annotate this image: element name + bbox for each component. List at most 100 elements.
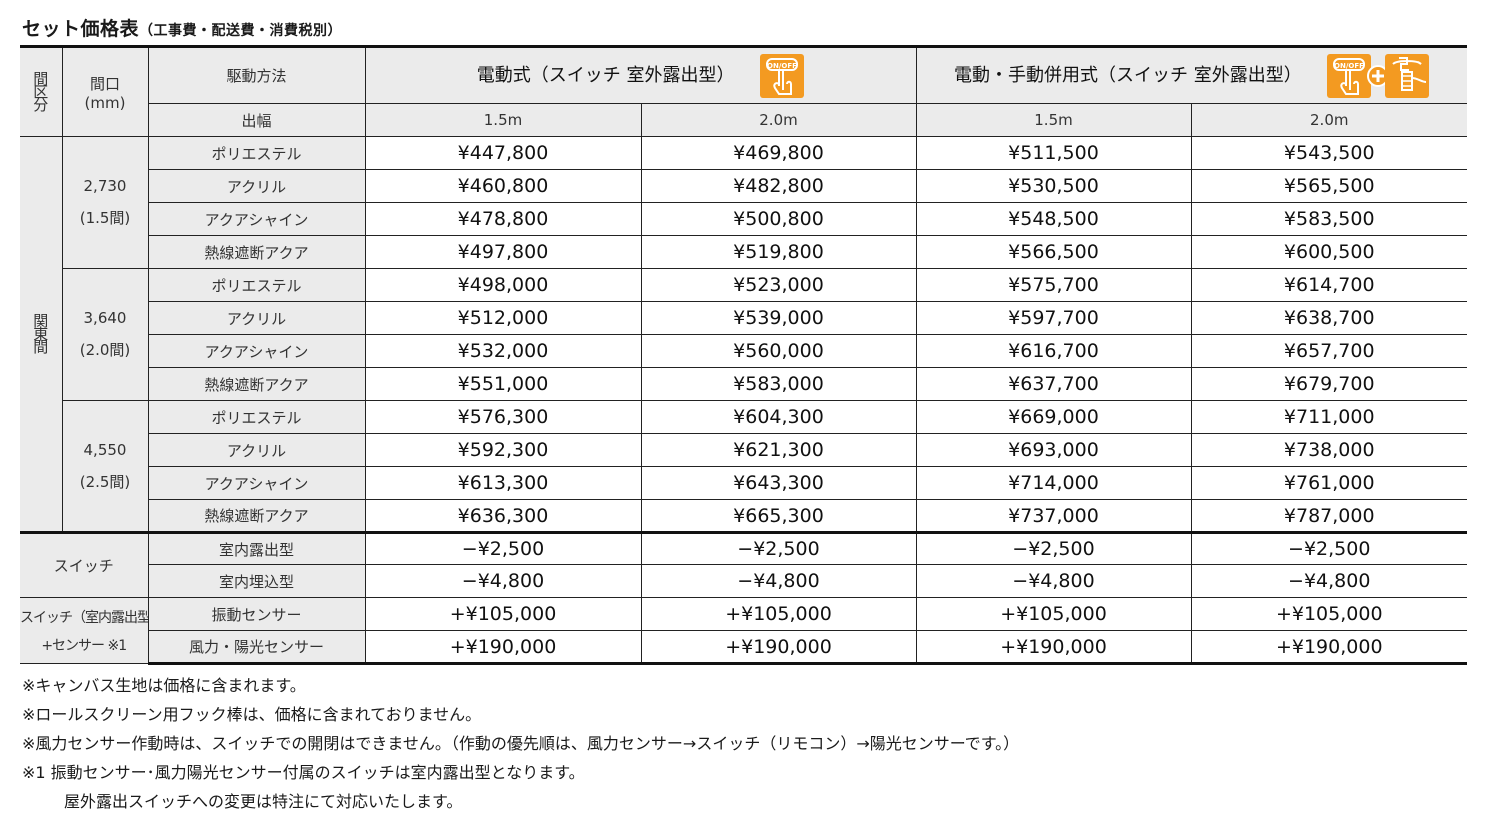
fabric-label: 熱線遮断アクア	[148, 367, 366, 401]
group-electric-header: 電動式（スイッチ 室外露出型） ON/OFF	[364, 45, 917, 104]
price-table: 間区分 間口 (mm) 駆動方法 電動式（スイッチ 室外露出型） ON/OFF 電…	[20, 45, 1467, 665]
table-row: 室内埋込型 −¥4,800 −¥4,800 −¥4,800 −¥4,800	[20, 564, 1467, 598]
price-cell: ¥523,000	[640, 268, 917, 302]
group-combined-header: 電動・手動併用式（スイッチ 室外露出型） ON/OFF	[915, 45, 1467, 104]
plus-icon	[1367, 64, 1390, 87]
price-cell: ¥469,800	[640, 136, 917, 170]
price-cell: +¥105,000	[640, 597, 917, 631]
fabric-label: ポリエステル	[147, 400, 366, 434]
price-cell: −¥4,800	[364, 564, 642, 598]
option-group-sensor: スイッチ（室内露出型）+センサー ※1	[20, 597, 149, 664]
price-cell: ¥643,300	[640, 466, 917, 500]
table-row: スイッチ（室内露出型）+センサー ※1 振動センサー +¥105,000 +¥1…	[20, 597, 1467, 664]
fabric-label: アクアシャイン	[148, 466, 366, 500]
table-row: 熱線遮断アクア ¥551,000 ¥583,000 ¥637,700 ¥679,…	[20, 367, 1467, 401]
price-cell: +¥105,000	[364, 597, 642, 631]
price-cell: ¥604,300	[640, 400, 917, 434]
table-row: アクリル ¥592,300 ¥621,300 ¥693,000 ¥738,000	[20, 433, 1467, 467]
table-row: アクアシャイン ¥532,000 ¥560,000 ¥616,700 ¥657,…	[20, 334, 1467, 368]
price-cell: ¥616,700	[915, 334, 1192, 368]
price-cell: ¥543,500	[1190, 136, 1467, 170]
price-cell: ¥693,000	[915, 433, 1192, 467]
width-cell: 2,730 (1.5間)	[61, 136, 149, 269]
section-header: 間区分	[20, 45, 63, 137]
price-cell: −¥2,500	[1190, 531, 1467, 565]
drive-header: 駆動方法	[147, 45, 366, 104]
price-cell: ¥787,000	[1190, 499, 1467, 533]
footnotes: ※キャンバス生地は価格に含まれます。 ※ロールスクリーン用フック棒は、価格に含ま…	[22, 671, 1019, 816]
option-group-switch: スイッチ	[20, 531, 149, 598]
price-cell: ¥761,000	[1190, 466, 1467, 500]
price-cell: ¥711,000	[1190, 400, 1467, 434]
price-cell: ¥511,500	[915, 136, 1192, 170]
price-cell: ¥583,500	[1190, 202, 1467, 236]
price-cell: ¥560,000	[640, 334, 917, 368]
price-cell: ¥539,000	[640, 301, 917, 335]
price-cell: +¥105,000	[915, 597, 1192, 631]
price-cell: ¥566,500	[915, 235, 1192, 269]
price-cell: ¥532,000	[364, 334, 642, 368]
fabric-label: 熱線遮断アクア	[148, 235, 366, 269]
manual-crank-icon	[1385, 53, 1430, 98]
price-cell: ¥519,800	[640, 235, 917, 269]
price-cell: ¥679,700	[1190, 367, 1467, 401]
price-cell: ¥575,700	[915, 268, 1192, 302]
size-header: 1.5m	[915, 103, 1192, 137]
price-cell: −¥2,500	[915, 531, 1192, 565]
price-cell: ¥614,700	[1190, 268, 1467, 302]
price-cell: ¥592,300	[364, 433, 642, 467]
table-row: 熱線遮断アクア ¥497,800 ¥519,800 ¥566,500 ¥600,…	[20, 235, 1467, 269]
footnote: ※1 振動センサー･風力陽光センサー付属のスイッチは室内露出型となります。	[22, 763, 585, 782]
price-cell: ¥551,000	[364, 367, 642, 401]
option-label: 室内埋込型	[148, 564, 366, 598]
fabric-label: アクリル	[148, 169, 366, 203]
title-main: セット価格表	[22, 18, 140, 40]
price-cell: ¥548,500	[915, 202, 1192, 236]
page-title: セット価格表（工事費・配送費・消費税別）	[22, 14, 342, 41]
price-cell: ¥447,800	[364, 136, 642, 170]
width-header: 間口 (mm)	[61, 45, 149, 137]
table-row: 3,640 (2.0間) ポリエステル ¥498,000 ¥523,000 ¥57…	[20, 268, 1467, 401]
size-header: 2.0m	[640, 103, 917, 137]
table-row: 熱線遮断アクア ¥636,300 ¥665,300 ¥737,000 ¥787,…	[20, 499, 1467, 533]
option-label: 室内露出型	[147, 531, 366, 565]
price-cell: ¥600,500	[1190, 235, 1467, 269]
footnote: 屋外露出スイッチへの変更は特注にて対応いたします。	[64, 792, 463, 811]
price-cell: −¥2,500	[364, 531, 642, 565]
fabric-label: アクアシャイン	[148, 334, 366, 368]
fabric-label: 熱線遮断アクア	[148, 499, 366, 533]
price-cell: −¥4,800	[915, 564, 1192, 598]
price-cell: ¥498,000	[364, 268, 642, 302]
combined-icons: ON/OFF	[1327, 53, 1430, 98]
price-cell: ¥669,000	[915, 400, 1192, 434]
fabric-label: アクアシャイン	[148, 202, 366, 236]
price-cell: ¥576,300	[364, 400, 642, 434]
price-cell: ¥482,800	[640, 169, 917, 203]
width-cell: 4,550 (2.5間)	[62, 400, 149, 533]
section-cell: 関東間	[20, 136, 63, 533]
price-cell: ¥500,800	[640, 202, 917, 236]
on-off-switch-icon: ON/OFF	[1327, 53, 1372, 98]
svg-text:ON/OFF: ON/OFF	[767, 62, 797, 70]
table-row: スイッチ 室内露出型 −¥2,500 −¥2,500 −¥2,500 −¥2,5…	[20, 531, 1467, 598]
price-cell: ¥637,700	[915, 367, 1192, 401]
price-cell: +¥190,000	[1190, 630, 1467, 665]
fabric-label: アクリル	[148, 433, 366, 467]
table-row: 関東間 2,730 (1.5間) ポリエステル ¥447,800 ¥469,800…	[20, 136, 1467, 533]
price-cell: ¥597,700	[915, 301, 1192, 335]
price-cell: ¥738,000	[1190, 433, 1467, 467]
price-cell: ¥512,000	[364, 301, 642, 335]
price-cell: +¥190,000	[364, 630, 642, 665]
price-cell: ¥565,500	[1190, 169, 1467, 203]
fabric-label: ポリエステル	[147, 136, 366, 170]
price-cell: ¥478,800	[364, 202, 642, 236]
price-cell: −¥4,800	[1190, 564, 1467, 598]
table-row: 4,550 (2.5間) ポリエステル ¥576,300 ¥604,300 ¥66…	[20, 400, 1467, 533]
table-row: アクリル ¥512,000 ¥539,000 ¥597,700 ¥638,700	[20, 301, 1467, 335]
table-row: アクアシャイン ¥613,300 ¥643,300 ¥714,000 ¥761,…	[20, 466, 1467, 500]
fabric-label: ポリエステル	[147, 268, 366, 302]
price-cell: ¥636,300	[364, 499, 642, 533]
price-cell: −¥2,500	[640, 531, 917, 565]
width-cell: 3,640 (2.0間)	[62, 268, 149, 401]
price-cell: +¥190,000	[915, 630, 1192, 665]
